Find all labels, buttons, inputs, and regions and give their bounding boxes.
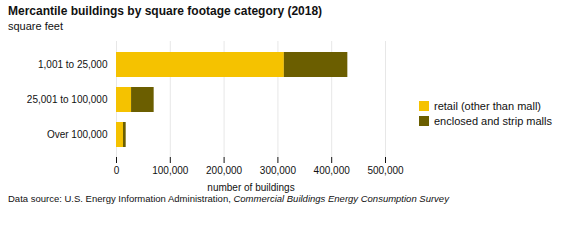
html-text:enclosed and strip malls: enclosed and strip malls xyxy=(434,114,552,127)
svg-text:number of buildings: number of buildings xyxy=(207,182,294,193)
svg-text:500,000: 500,000 xyxy=(367,165,404,176)
html-text:Data source: U.S. Energy Infor: Data source: U.S. Energy Information Adm… xyxy=(8,193,449,204)
svg-text:Over 100,000: Over 100,000 xyxy=(47,129,108,140)
svg-text:300,000: 300,000 xyxy=(260,165,297,176)
svg-text:1,001 to 25,000: 1,001 to 25,000 xyxy=(38,59,108,70)
svg-text:200,000: 200,000 xyxy=(206,165,243,176)
html-text:square feet: square feet xyxy=(8,20,63,32)
svg-text:100,000: 100,000 xyxy=(152,165,189,176)
html-text:retail (other than mall): retail (other than mall) xyxy=(434,99,541,112)
svg-text:0: 0 xyxy=(114,165,120,176)
html-text:Mercantile buildings by square: Mercantile buildings by square footage c… xyxy=(8,4,323,18)
svg-text:25,001 to 100,000: 25,001 to 100,000 xyxy=(27,94,108,105)
svg-text:400,000: 400,000 xyxy=(314,165,351,176)
